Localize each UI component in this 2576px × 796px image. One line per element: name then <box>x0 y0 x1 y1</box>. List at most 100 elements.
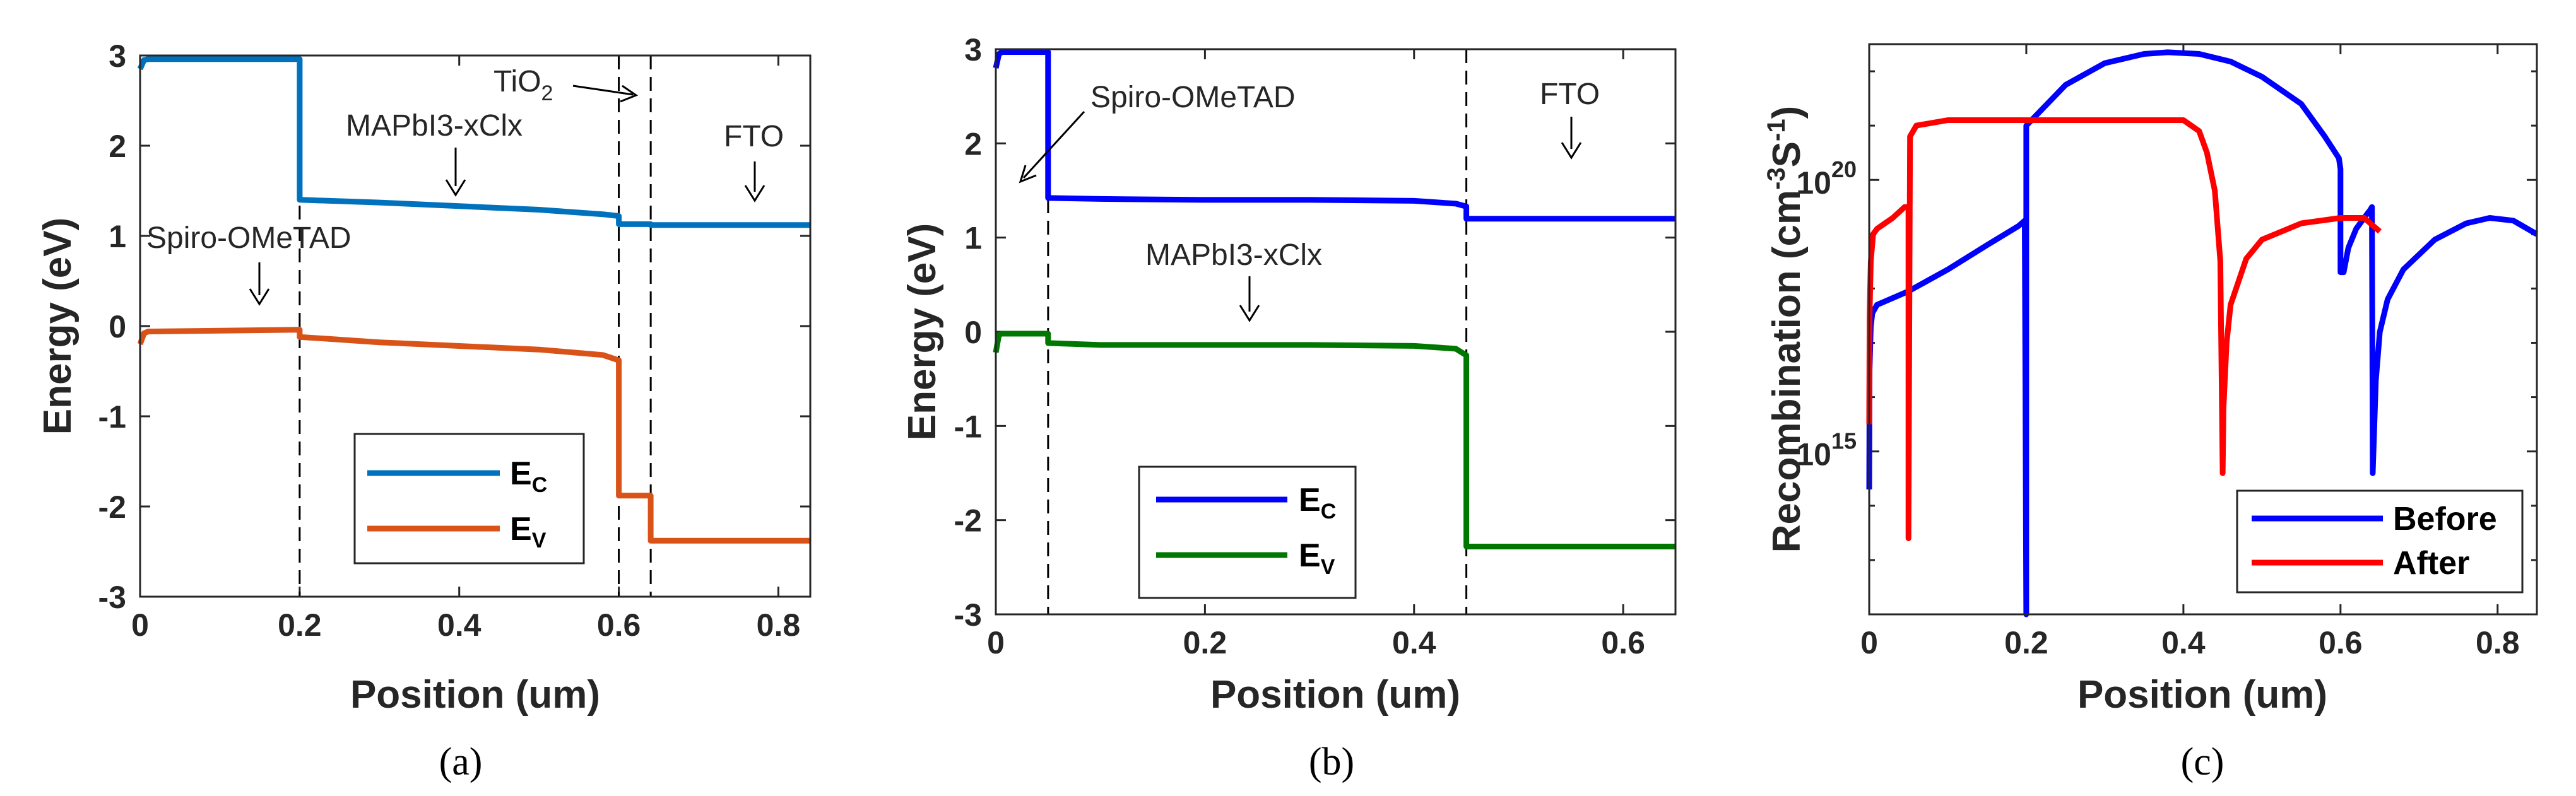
b-ytick-label-4: 1 <box>964 221 982 256</box>
b-xtick-label-3: 0.6 <box>1601 625 1645 660</box>
c-ylabel-main: Recombination (cm <box>1765 190 1809 553</box>
a-annotation-tio2: TiO2 <box>493 65 553 105</box>
b-annotation-fto: FTO <box>1540 78 1600 111</box>
a-arrowhead-fto <box>744 185 765 202</box>
c-xtick-label-1: 0.2 <box>2004 625 2048 660</box>
a-annotation-tio2-main: TiO <box>493 65 541 98</box>
c-xtick-label-2: 0.4 <box>2161 625 2206 660</box>
b-y-axis-label: Energy (eV) <box>901 223 944 441</box>
b-panel-label: (b) <box>1309 740 1354 783</box>
chart-a: 0 0.2 0.4 0.6 0.8 -3 -2 -1 0 1 2 3 Position (um) E… <box>36 38 812 783</box>
c-xtick-label-0: 0 <box>1860 625 1878 660</box>
c-legend: Before After <box>2236 489 2524 594</box>
a-legend-label-ec: EC <box>510 455 547 497</box>
a-series-line-e-c <box>137 56 810 228</box>
b-legend-label-ec: EC <box>1299 482 1336 524</box>
b-y-tick-labels: -3 -2 -1 0 1 2 3 <box>954 32 982 633</box>
a-legend-ev-main: E <box>510 511 532 547</box>
c-ytick-label-0-base: 10 <box>1796 437 1831 472</box>
b-ytick-label-3: 0 <box>964 315 982 350</box>
b-legend-ec-sub: C <box>1321 500 1337 524</box>
c-ytick-label-0: 1015 <box>1796 428 1857 472</box>
a-legend: EC EV <box>353 433 585 565</box>
c-ytick-label-0-exp: 15 <box>1831 428 1857 454</box>
b-ytick-label-1: -2 <box>954 503 982 539</box>
b-legend-ev-main: E <box>1299 537 1321 574</box>
b-series-group <box>993 49 1675 549</box>
a-xtick-label-1: 0.2 <box>278 607 322 643</box>
b-x-tick-labels: 0 0.2 0.4 0.6 <box>987 625 1645 660</box>
a-y-axis-label: Energy (eV) <box>36 218 80 435</box>
a-ytick-label-1: -2 <box>98 489 126 525</box>
a-panel-label: (a) <box>439 740 483 783</box>
c-y-axis-label: Recombination (cm-3S-1) <box>1763 106 1809 553</box>
b-arrow-spiro <box>1022 110 1085 179</box>
a-y-tick-labels: -3 -2 -1 0 1 2 3 <box>98 38 126 615</box>
b-ytick-label-2: -1 <box>954 409 982 444</box>
c-ylabel-sup1: -3 <box>1763 167 1790 190</box>
b-x-axis-label: Position (um) <box>1210 673 1460 717</box>
a-legend-box <box>353 433 585 565</box>
c-ylabel-mid: S <box>1765 141 1809 167</box>
a-arrowhead-tio2 <box>620 85 639 103</box>
c-series-line-after <box>1866 117 2382 541</box>
a-ytick-label-5: 2 <box>109 129 126 164</box>
a-ytick-label-3: 0 <box>109 309 126 344</box>
b-series-line-e-c <box>993 49 1675 222</box>
a-xtick-label-0: 0 <box>131 607 149 643</box>
a-arrowhead-spiro <box>249 288 270 306</box>
a-x-tick-labels: 0 0.2 0.4 0.6 0.8 <box>131 607 800 643</box>
c-series-line-before <box>1866 49 2539 617</box>
b-legend-box <box>1138 465 1357 599</box>
a-ytick-label-4: 1 <box>109 219 126 254</box>
b-annotation-spiro: Spiro-OMeTAD <box>1090 81 1296 114</box>
a-legend-ev-sub: V <box>532 529 547 553</box>
b-legend-label-ev: EV <box>1299 537 1335 579</box>
c-panel-label: (c) <box>2181 740 2224 783</box>
c-ytick-label-1: 1020 <box>1796 156 1857 201</box>
b-arrowhead-spiro <box>1019 165 1037 184</box>
b-ytick-label-0: -3 <box>954 597 982 633</box>
a-annotation-tio2-sub: 2 <box>541 81 553 105</box>
c-ylabel-end: ) <box>1765 106 1809 119</box>
c-ytick-label-1-exp: 20 <box>1831 156 1857 182</box>
b-annotation-mapbi: MAPbI3-xClx <box>1145 238 1322 272</box>
b-xtick-label-1: 0.2 <box>1183 625 1227 660</box>
a-xtick-label-4: 0.8 <box>757 607 801 643</box>
b-legend: EC EV <box>1138 465 1357 599</box>
b-ytick-label-5: 2 <box>964 126 982 161</box>
b-ytick-label-6: 3 <box>964 32 982 67</box>
b-legend-ec-main: E <box>1299 482 1321 518</box>
c-ticks <box>1868 44 2537 616</box>
chart-b: 0 0.2 0.4 0.6 -3 -2 -1 0 1 2 3 Position (um) Ener… <box>901 32 1677 783</box>
a-xtick-label-2: 0.4 <box>437 607 482 643</box>
a-annotation-mapbi: MAPbI3-xClx <box>346 109 523 143</box>
c-plot-frame <box>1868 43 2538 616</box>
a-ytick-label-6: 3 <box>109 38 126 74</box>
c-series-group <box>1866 49 2539 617</box>
b-arrowhead-mapbi <box>1239 305 1260 322</box>
c-legend-label-before: Before <box>2393 501 2497 537</box>
c-x-tick-labels: 0 0.2 0.4 0.6 0.8 <box>1860 625 2519 660</box>
a-legend-label-ev: EV <box>510 511 547 553</box>
c-xtick-label-4: 0.8 <box>2476 625 2520 660</box>
c-x-axis-label: Position (um) <box>2077 673 2327 717</box>
a-series-line-e-v <box>137 327 810 544</box>
a-legend-ec-main: E <box>510 455 532 492</box>
c-xtick-label-3: 0.6 <box>2319 625 2363 660</box>
a-plot-frame <box>139 54 812 598</box>
b-xtick-label-0: 0 <box>987 625 1005 660</box>
a-xtick-label-3: 0.6 <box>597 607 641 643</box>
b-arrowhead-fto <box>1561 142 1582 160</box>
a-series-group <box>137 56 810 544</box>
a-annotation-fto: FTO <box>724 120 784 153</box>
a-ytick-label-2: -1 <box>98 399 126 435</box>
a-legend-ec-sub: C <box>532 473 548 497</box>
b-legend-ev-sub: V <box>1321 555 1335 579</box>
a-arrow-tio2 <box>572 85 634 96</box>
a-arrowhead-mapbi <box>445 179 466 197</box>
c-ytick-label-1-base: 10 <box>1796 165 1831 201</box>
